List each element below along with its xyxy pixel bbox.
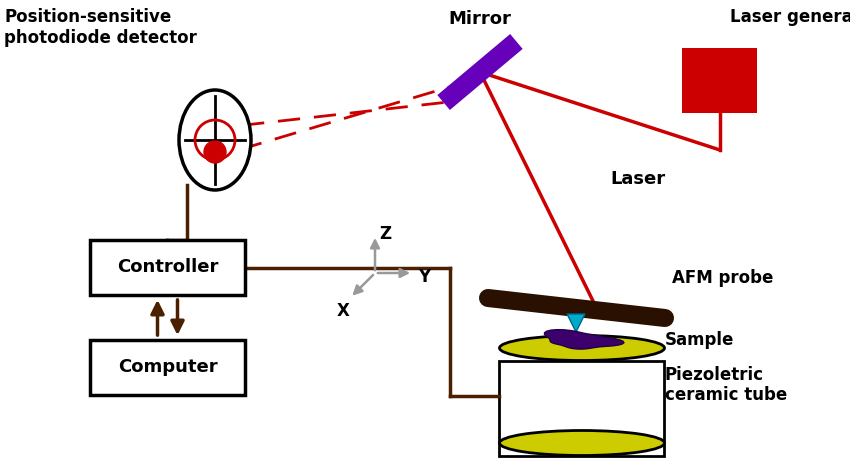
Bar [683, 47, 757, 112]
Text: Z: Z [379, 225, 391, 243]
Text: Position-sensitive
photodiode detector: Position-sensitive photodiode detector [4, 8, 197, 47]
Text: Controller: Controller [116, 258, 218, 277]
Text: Laser: Laser [610, 170, 665, 188]
Circle shape [204, 141, 226, 163]
Bar [90, 240, 245, 295]
Text: Sample: Sample [665, 331, 734, 349]
Text: Piezoletric
ceramic tube: Piezoletric ceramic tube [665, 366, 787, 404]
Polygon shape [567, 314, 585, 332]
Text: Laser generator: Laser generator [730, 8, 850, 26]
Bar [500, 360, 665, 455]
Bar [90, 340, 245, 395]
Ellipse shape [500, 336, 665, 360]
Text: Computer: Computer [117, 358, 218, 376]
Ellipse shape [500, 431, 665, 455]
Text: Y: Y [418, 268, 430, 286]
Text: X: X [337, 302, 349, 320]
Ellipse shape [179, 90, 251, 190]
Text: AFM probe: AFM probe [672, 269, 774, 287]
Polygon shape [545, 329, 624, 349]
Text: Mirror: Mirror [449, 10, 512, 28]
